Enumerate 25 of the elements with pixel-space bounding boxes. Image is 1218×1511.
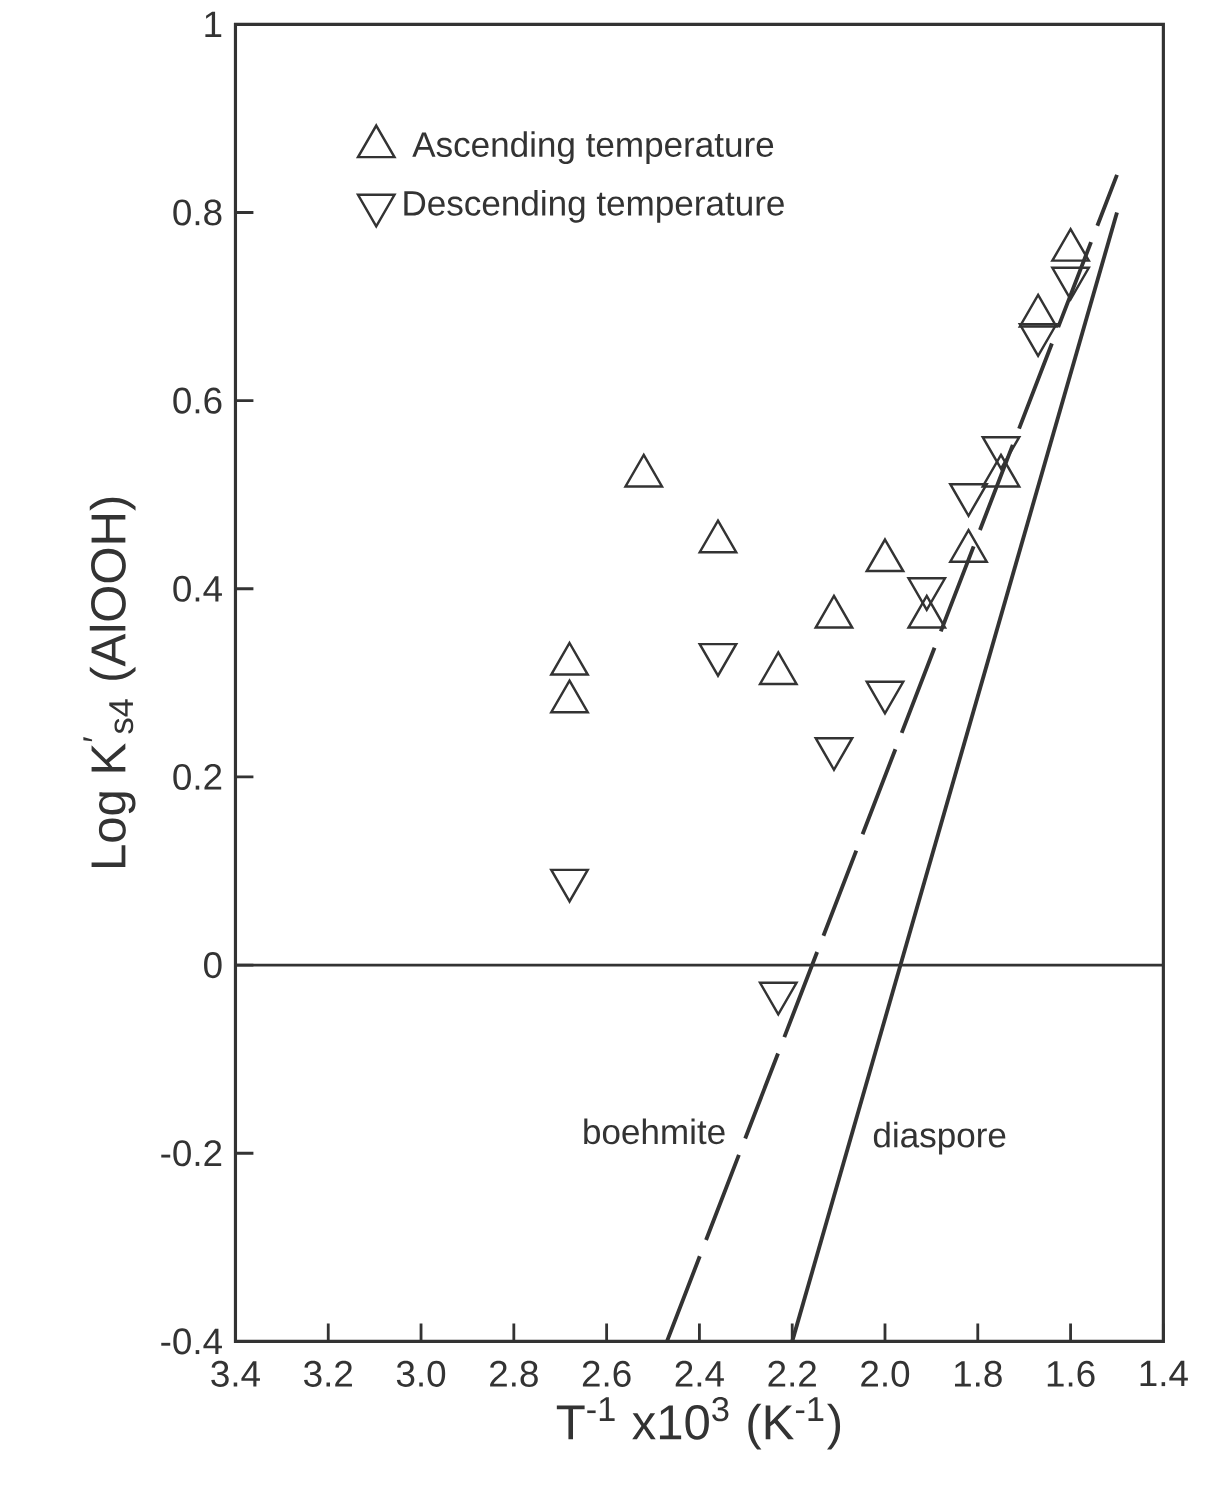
legend-label: Ascending temperature — [412, 131, 773, 164]
x-tick-label: 1.8 — [954, 1360, 1002, 1387]
y-tick-label: 0.6 — [173, 387, 222, 414]
x-tick-label: 3.4 — [211, 1360, 260, 1387]
x-tick-label: 1.6 — [1047, 1360, 1095, 1387]
x-tick-label: 3.2 — [303, 1360, 352, 1387]
x-axis-title: T$^{-1}$ x10$^{3}$ (K$^{-1}$) — [556, 1396, 840, 1450]
x-tick-label: 3.0 — [396, 1360, 446, 1387]
y-tick-label: 1 — [205, 11, 222, 37]
y-tick-label: 0 — [203, 952, 222, 979]
x-tick-label: 2.2 — [768, 1360, 816, 1387]
y-tick-label: -0.4 — [161, 1328, 222, 1355]
x-tick-label: 2.0 — [861, 1360, 910, 1387]
series-label: diaspore — [873, 1121, 1006, 1155]
y-tick-label: 0.4 — [173, 575, 222, 602]
x-tick-label: 2.4 — [675, 1360, 724, 1387]
y-tick-label: -0.2 — [161, 1140, 222, 1167]
y-tick-label: 0.8 — [173, 199, 222, 226]
series-label: boehmite — [584, 1118, 725, 1145]
x-tick-label: 2.8 — [489, 1360, 538, 1387]
y-axis-title: Log K$^{′}$$_{s4}$ (AlOOH) — [83, 497, 136, 868]
y-tick-label: 0.2 — [173, 763, 222, 790]
x-tick-label: 2.6 — [582, 1360, 631, 1387]
legend-label: Descending temperature — [404, 189, 784, 223]
x-tick-label: 1.4 — [1140, 1360, 1188, 1387]
